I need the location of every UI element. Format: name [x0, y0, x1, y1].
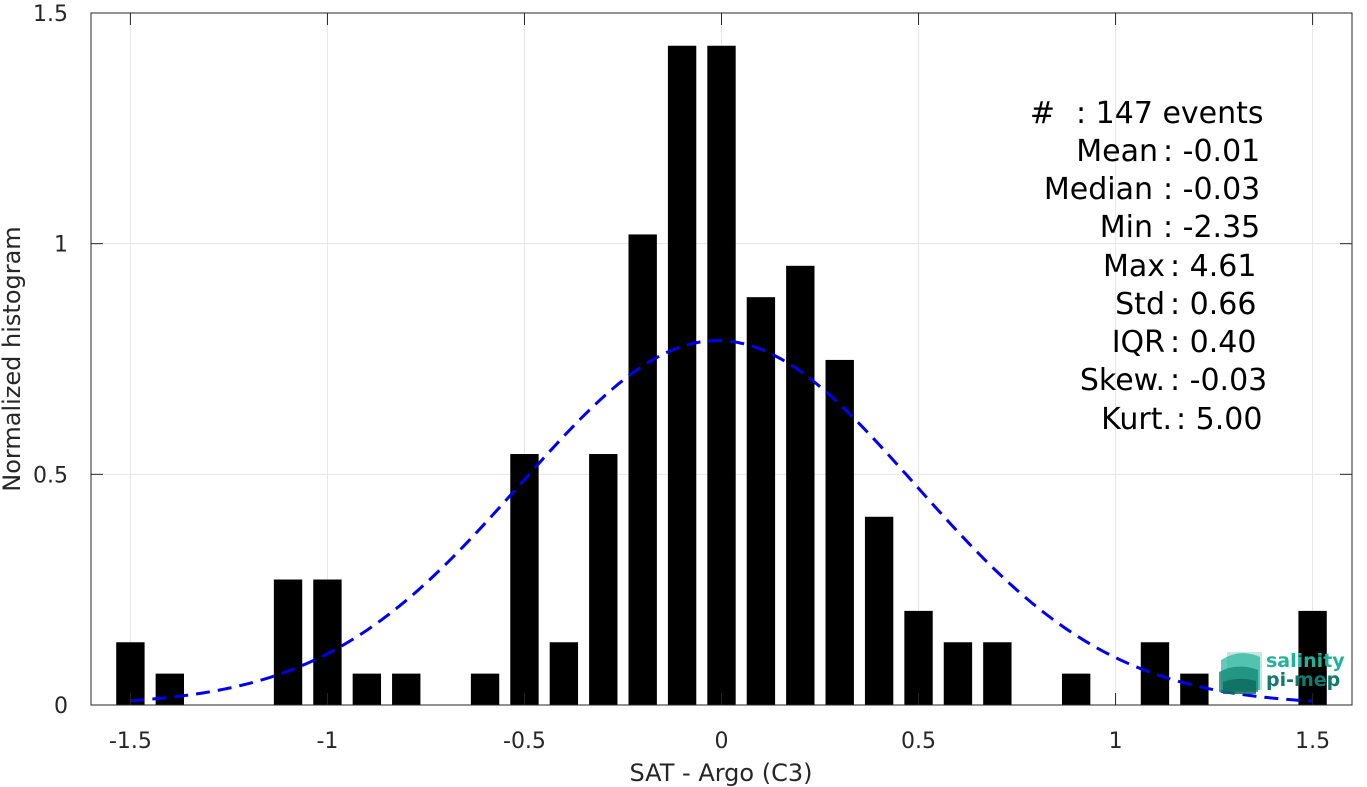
salinity-pi-mep-logo: salinity pi-mep	[1219, 650, 1345, 694]
x-tick-label-1: -1	[316, 729, 338, 754]
stats-mean-label: Mean	[1076, 134, 1158, 169]
histogram-bar-3	[313, 579, 342, 705]
stats-kurt-label: Kurt.	[1101, 402, 1172, 437]
salinity-wave-logo-icon	[1219, 652, 1262, 694]
histogram-bar-11	[667, 45, 697, 706]
histogram-bar-18	[943, 642, 973, 705]
stats-min-value: : -2.35	[1163, 210, 1260, 245]
histogram-bar-1	[155, 673, 184, 705]
gaussian-fit-curve	[130, 339, 1313, 703]
x-tick-label-3: 0	[715, 729, 729, 754]
histogram-bar-6	[470, 673, 500, 705]
histogram-bar-2	[273, 579, 303, 705]
histogram-bar-13	[746, 297, 776, 705]
stats-min-label: Min	[1100, 210, 1153, 245]
histogram-bar-16	[864, 516, 894, 705]
x-axis-label: SAT - Argo (C3)	[630, 759, 813, 787]
histogram-bar-12	[707, 45, 736, 706]
logo-line1: salinity	[1266, 650, 1345, 672]
stats-median-value: : -0.03	[1163, 172, 1260, 207]
x-tick-label-0: -1.5	[109, 729, 152, 754]
histogram-bar-5	[392, 673, 421, 705]
histogram-bar-7	[510, 454, 539, 705]
stats-mean-value: : -0.01	[1163, 134, 1260, 169]
y-tick-label-2: 1	[54, 233, 68, 258]
x-tick-labels: -1.5 -1 -0.5 0 0.5 1 1.5	[109, 729, 1330, 754]
histogram-bar-4	[352, 673, 382, 705]
y-tick-labels: 0 0.5 1 1.5	[33, 2, 68, 719]
y-tick-label-1: 0.5	[33, 463, 68, 488]
stats-median-label: Median	[1044, 172, 1153, 207]
stats-max-label: Max	[1103, 249, 1165, 284]
histogram-bar-15	[825, 359, 854, 705]
histogram-bar-10	[628, 234, 657, 705]
logo-line2: pi-mep	[1266, 669, 1340, 691]
x-tick-label-4: 0.5	[901, 729, 936, 754]
stats-skew-value: : -0.03	[1170, 363, 1267, 398]
histogram-bar-9	[589, 454, 618, 705]
x-tick-label-5: 1	[1109, 729, 1123, 754]
stats-iqr-value: : 0.40	[1170, 325, 1256, 360]
y-axis-label: Normalized histogram	[0, 226, 26, 491]
histogram-bar-23	[1298, 610, 1327, 705]
stats-box: # : 147 events Mean : -0.01 Median : -0.…	[1030, 96, 1267, 437]
x-tick-label-6: 1.5	[1295, 729, 1330, 754]
stats-max-value: : 4.61	[1170, 249, 1256, 284]
histogram-bar-19	[983, 642, 1012, 705]
histogram-bars	[116, 45, 1327, 706]
stats-iqr-label: IQR	[1112, 325, 1165, 360]
histogram-bar-22	[1180, 673, 1209, 705]
stats-std-value: : 0.66	[1170, 287, 1256, 322]
histogram-bar-21	[1140, 642, 1170, 705]
y-tick-label-0: 0	[54, 694, 68, 719]
y-tick-label-3: 1.5	[33, 2, 68, 27]
stats-kurt-value: : 5.00	[1176, 402, 1262, 437]
histogram-bar-20	[1061, 673, 1091, 705]
stats-std-label: Std	[1115, 287, 1165, 322]
stats-count-value: : 147 events	[1076, 96, 1264, 131]
histogram-bar-8	[549, 642, 579, 705]
axes-frame	[90, 12, 1353, 706]
x-tick-label-2: -0.5	[503, 729, 546, 754]
histogram-bar-17	[904, 610, 933, 705]
stats-count-label: #	[1030, 96, 1055, 131]
histogram-bar-14	[786, 265, 815, 705]
stats-skew-label: Skew.	[1080, 363, 1165, 398]
